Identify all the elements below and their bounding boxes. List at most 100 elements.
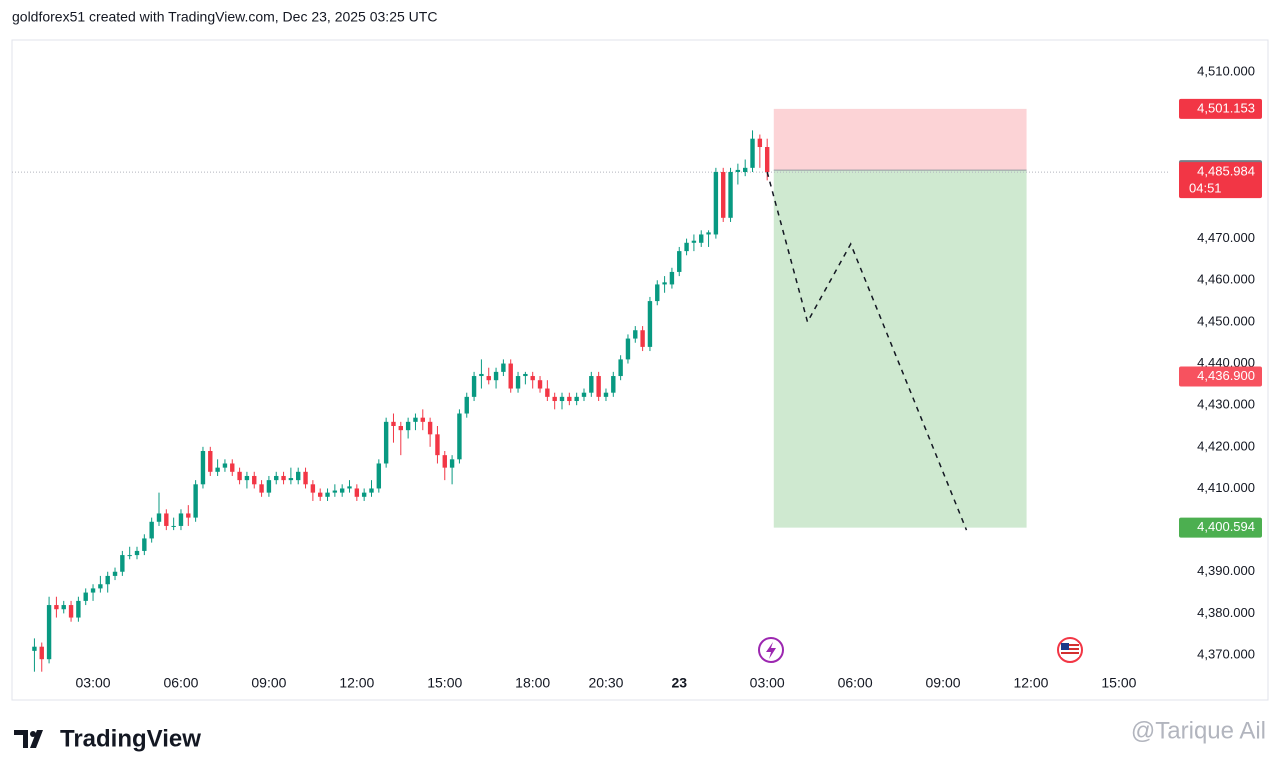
candle-body (61, 605, 66, 610)
candle-body (230, 463, 235, 472)
candle-body (303, 471, 308, 485)
price-label-bg (1179, 517, 1262, 538)
candle-body (735, 169, 741, 172)
x-tick-label: 09:00 (251, 675, 286, 691)
x-tick-label: 03:00 (750, 675, 785, 691)
x-tick-label: 09:00 (926, 675, 961, 691)
y-tick-label: 4,380.000 (1197, 605, 1255, 620)
candle-body (361, 492, 367, 497)
candle-body (640, 330, 645, 347)
chart-frame (11, 39, 1269, 701)
price-label: 4,436.900 (1197, 368, 1255, 383)
candle-body (611, 376, 616, 393)
candle-body (325, 492, 330, 497)
candle-body (501, 363, 506, 372)
candle-body (369, 488, 374, 493)
candle-body (164, 513, 169, 526)
candle-body (186, 513, 191, 518)
candle-body (274, 475, 279, 481)
candle-body (537, 380, 543, 389)
candle-body (449, 459, 455, 468)
candle-body (98, 584, 103, 589)
candle-body (237, 471, 242, 481)
candle-body (76, 600, 81, 618)
brand: TradingView (60, 725, 201, 752)
candle-body (413, 417, 418, 422)
candle-body (625, 338, 631, 360)
candle-body (743, 167, 748, 172)
candle-body (383, 421, 389, 464)
candle-body (200, 450, 206, 485)
x-tick-label: 23 (671, 675, 687, 691)
price-label: 4,501.153 (1197, 100, 1255, 115)
y-tick-label: 4,420.000 (1197, 438, 1255, 453)
x-tick-label: 06:00 (838, 675, 873, 691)
candle-body (581, 392, 587, 397)
candle-body (339, 488, 345, 493)
candle-body (259, 484, 264, 493)
y-tick-label: 4,440.000 (1197, 355, 1255, 370)
candle-body (713, 172, 719, 235)
price-label: 4,400.594 (1197, 519, 1255, 534)
target-zone (773, 170, 1027, 528)
candle-body (633, 330, 638, 339)
stop-zone (773, 108, 1027, 171)
candle-body (46, 605, 52, 660)
candle-body (567, 396, 572, 402)
header: goldforex51 created with TradingView.com… (12, 9, 437, 25)
candle-body (112, 571, 118, 576)
candle-body (222, 463, 228, 468)
candle-body (193, 484, 198, 518)
y-tick-label: 4,410.000 (1197, 480, 1255, 495)
candle-body (398, 426, 403, 431)
candle-body (684, 242, 689, 252)
event-flag[interactable] (1057, 637, 1083, 663)
candle-body (266, 480, 272, 493)
y-tick-label: 4,430.000 (1197, 397, 1255, 412)
candle-body (39, 646, 44, 660)
countdown: 04:51 (1189, 181, 1222, 196)
candle-body (677, 251, 682, 272)
candle-body (83, 592, 88, 601)
candle-body (728, 172, 733, 218)
x-tick-label: 03:00 (76, 675, 111, 691)
candle-body (90, 588, 96, 593)
candle-body (127, 555, 132, 557)
candle-body (508, 363, 513, 389)
y-tick-label: 4,510.000 (1197, 64, 1255, 79)
candle-body (464, 396, 469, 414)
x-tick-label: 18:00 (515, 675, 550, 691)
candle-body (142, 538, 147, 551)
candle-body (281, 475, 286, 481)
candle-body (427, 421, 433, 435)
candle-body (721, 172, 726, 218)
brand-logo[interactable] (14, 730, 43, 748)
candle-body (54, 605, 59, 610)
candle-body (574, 396, 579, 402)
candle-body (596, 376, 601, 397)
candle-body (208, 450, 213, 472)
y-tick-label: 4,470.000 (1197, 230, 1255, 245)
candle-body (296, 471, 301, 481)
candle-body (669, 271, 675, 285)
candle-body (435, 434, 440, 456)
candle-body (699, 234, 704, 243)
candle-body (332, 490, 338, 493)
candle-body (559, 396, 565, 402)
candle-body (515, 376, 521, 389)
y-tick-label: 4,460.000 (1197, 272, 1255, 287)
candle-body (318, 492, 323, 497)
candle-body (530, 376, 535, 381)
candle-body (706, 232, 711, 235)
watermark: @Tarique Ail (1131, 717, 1266, 744)
candle-body (405, 421, 411, 431)
candle-body (618, 359, 623, 377)
candle-body (105, 575, 110, 585)
candle-body (149, 521, 154, 539)
price-label: 4,485.984 (1197, 164, 1255, 179)
event-icon[interactable] (758, 637, 784, 663)
candle-body (442, 455, 447, 468)
candle-body (310, 484, 316, 493)
x-tick-label: 20:30 (588, 675, 623, 691)
price-label-bg (1179, 366, 1262, 387)
